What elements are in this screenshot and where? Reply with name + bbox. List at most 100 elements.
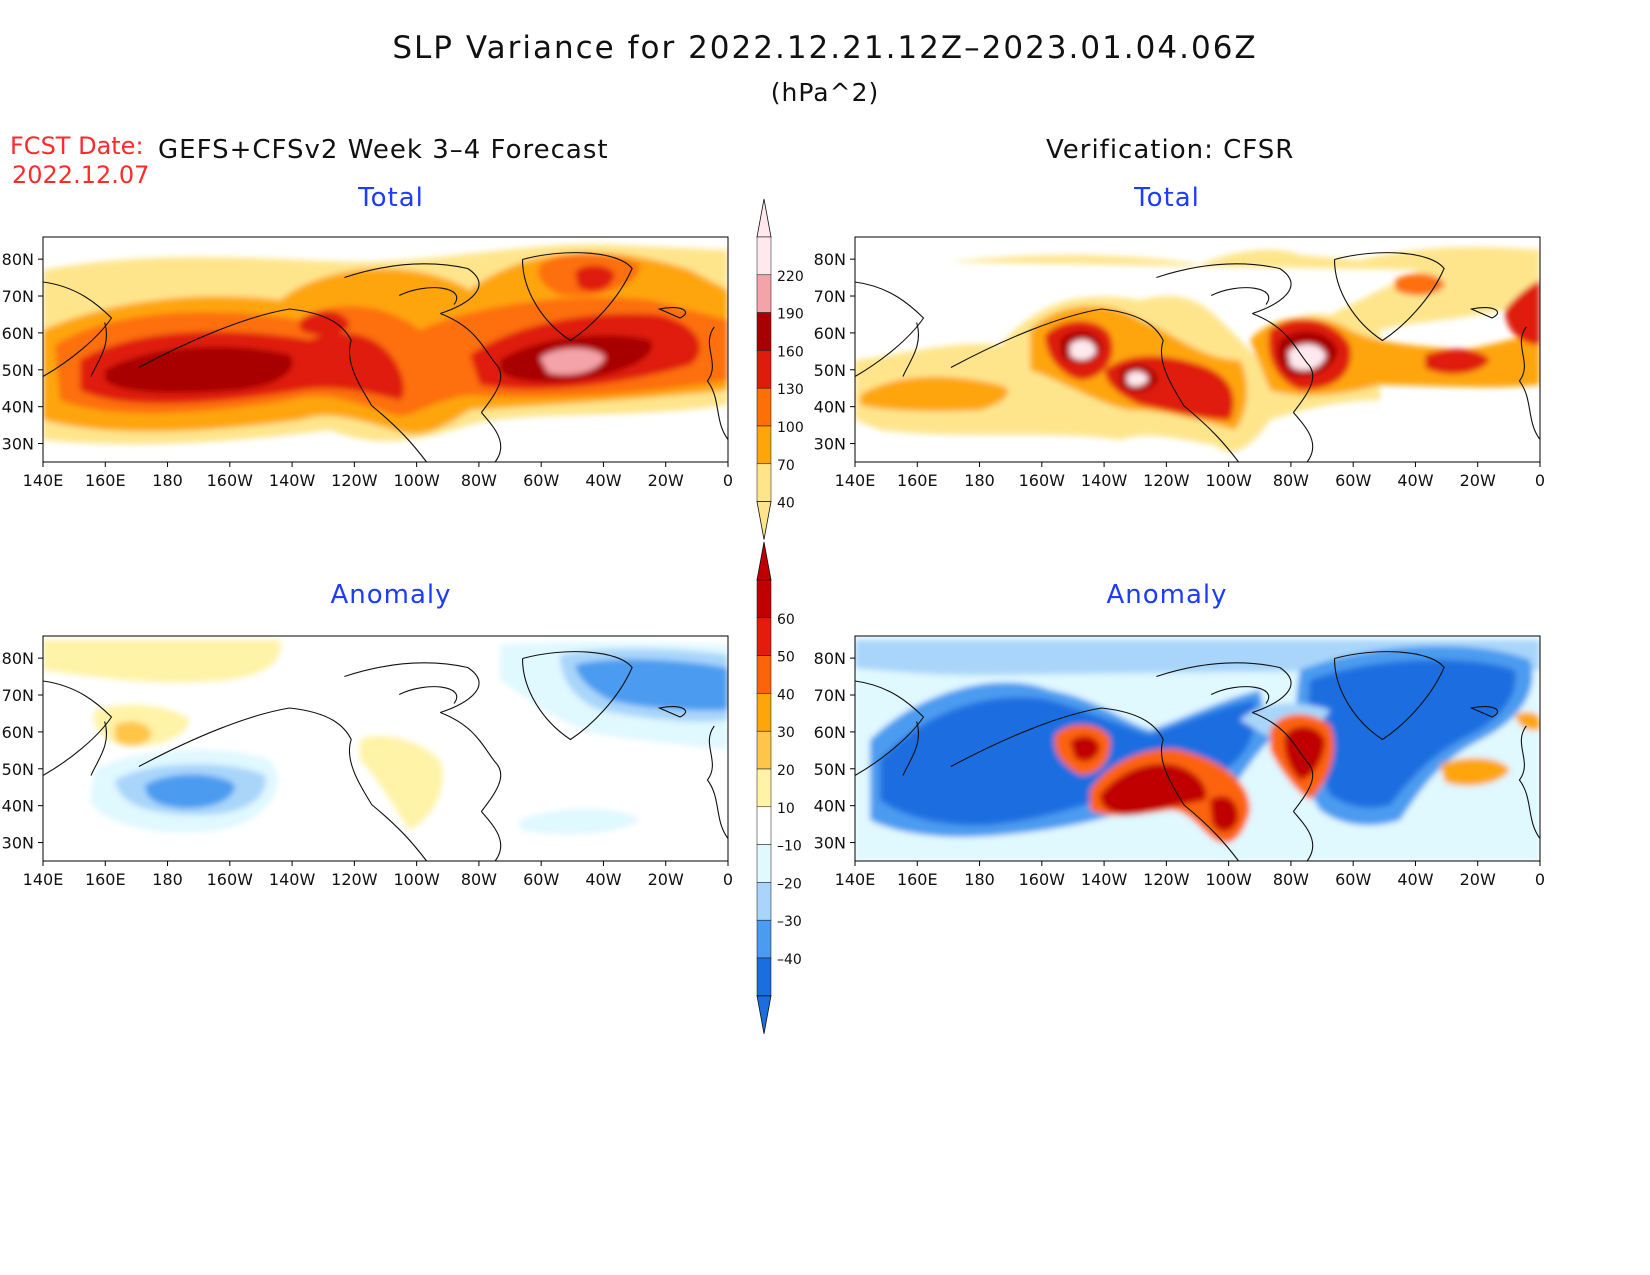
lat-label: 50N <box>2 361 34 380</box>
lat-label: 50N <box>2 760 34 779</box>
colorbar-cap <box>756 198 772 238</box>
coastline <box>1519 726 1540 839</box>
lon-label: 80W <box>1273 471 1309 490</box>
colorbar-swatch <box>756 730 772 770</box>
lon-label: 60W <box>1335 870 1371 889</box>
lon-label: 160W <box>207 870 254 889</box>
colorbar-cap <box>756 995 772 1034</box>
lat-label: 50N <box>814 361 846 380</box>
coastline <box>1293 812 1312 862</box>
lat-label: 40N <box>2 797 34 816</box>
forecast-header: GEFS+CFSv2 Week 3–4 Forecast <box>158 135 609 165</box>
lon-label: 0 <box>1535 870 1545 889</box>
colorbar-swatch <box>756 617 772 656</box>
coastline <box>523 253 633 341</box>
lat-label: 60N <box>2 324 34 343</box>
lon-label: 140E <box>835 471 876 490</box>
coastline <box>91 323 107 377</box>
lat-label: 80N <box>2 250 34 269</box>
forecast-anomaly-map <box>43 636 728 861</box>
colorbar-swatch <box>756 350 772 389</box>
lon-label: 140W <box>1081 471 1128 490</box>
colorbar-swatch <box>756 236 772 276</box>
coastline <box>1161 740 1238 862</box>
lat-label: 40N <box>814 398 846 417</box>
panel-frame <box>854 236 1541 463</box>
panel-frame <box>42 635 729 862</box>
colorbar-swatch <box>756 844 772 883</box>
lat-label: 50N <box>814 760 846 779</box>
colorbar-label: 50 <box>777 650 795 666</box>
lon-label: 160W <box>1019 870 1066 889</box>
lon-label: 140E <box>835 870 876 889</box>
coastline-group <box>43 253 728 462</box>
coastline <box>855 681 924 776</box>
lat-label: 30N <box>814 834 846 853</box>
lat-label: 40N <box>814 797 846 816</box>
colorbar-label: 20 <box>777 763 795 779</box>
lon-label: 20W <box>648 870 684 889</box>
axis-labels: 80N 70N 60N 50N 40N 30N 140E 160E 180 160W 140W 120… <box>2 250 1545 889</box>
coastline <box>951 708 1163 767</box>
lon-label: 20W <box>648 471 684 490</box>
colorbar-cap <box>756 541 772 581</box>
colorbar-swatch <box>756 882 772 921</box>
lon-label: 160E <box>85 870 126 889</box>
lon-label: 40W <box>585 870 621 889</box>
coastline <box>660 308 686 318</box>
colorbar-swatch <box>756 957 772 997</box>
coastline <box>440 314 500 413</box>
lat-label: 60N <box>814 723 846 742</box>
coastline <box>440 713 500 812</box>
colorbar-total: 220 190 160 130 100 70 40 <box>756 198 804 540</box>
coastline <box>399 687 457 704</box>
lat-label: 80N <box>2 649 34 668</box>
colorbar-label: 190 <box>777 307 804 323</box>
colorbar-swatch <box>756 387 772 427</box>
lon-label: 60W <box>1335 471 1371 490</box>
forecast-total-title: Total <box>358 183 424 213</box>
colorbar-label: 60 <box>777 612 795 628</box>
lon-label: 120W <box>331 471 378 490</box>
lon-label: 80W <box>461 870 497 889</box>
coastline <box>855 282 924 377</box>
verification-total-map <box>855 237 1540 462</box>
colorbar-swatch <box>756 919 772 959</box>
coastline <box>951 309 1163 368</box>
figure-title: SLP Variance for 2022.12.21.12Z–2023.01.… <box>392 30 1258 66</box>
lon-label: 80W <box>461 471 497 490</box>
map-frames <box>38 236 1541 866</box>
lat-label: 70N <box>2 686 34 705</box>
coastline <box>43 681 112 776</box>
colorbar-swatch <box>756 579 772 619</box>
lat-label: 70N <box>814 686 846 705</box>
colorbar-label: –20 <box>777 876 802 892</box>
lat-label: 30N <box>2 834 34 853</box>
coastline <box>1156 663 1291 713</box>
lat-label: 60N <box>814 324 846 343</box>
colorbar-label: –30 <box>777 914 802 930</box>
colorbar-swatch <box>756 463 772 502</box>
coastline <box>1472 707 1498 717</box>
colorbar-swatch <box>756 425 772 465</box>
colorbar-cap <box>756 501 772 540</box>
colorbar-swatch <box>756 768 772 808</box>
colorbar-swatch <box>756 312 772 351</box>
colorbar-label: 40 <box>777 687 795 703</box>
coastline <box>139 708 351 767</box>
lat-label: 40N <box>2 398 34 417</box>
coastline <box>1335 652 1445 740</box>
coastline <box>707 327 728 440</box>
lat-label: 70N <box>814 287 846 306</box>
lon-label: 80W <box>1273 870 1309 889</box>
lon-label: 40W <box>585 471 621 490</box>
coastline <box>1211 288 1269 305</box>
lon-label: 60W <box>523 870 559 889</box>
coastline <box>481 413 500 463</box>
coastline <box>349 341 426 463</box>
coastline <box>1252 314 1312 413</box>
lon-label: 120W <box>1143 471 1190 490</box>
colorbar-anomaly: 60 50 40 30 20 10 –10 –20 –30 –40 <box>756 541 802 1034</box>
lat-label: 80N <box>814 250 846 269</box>
